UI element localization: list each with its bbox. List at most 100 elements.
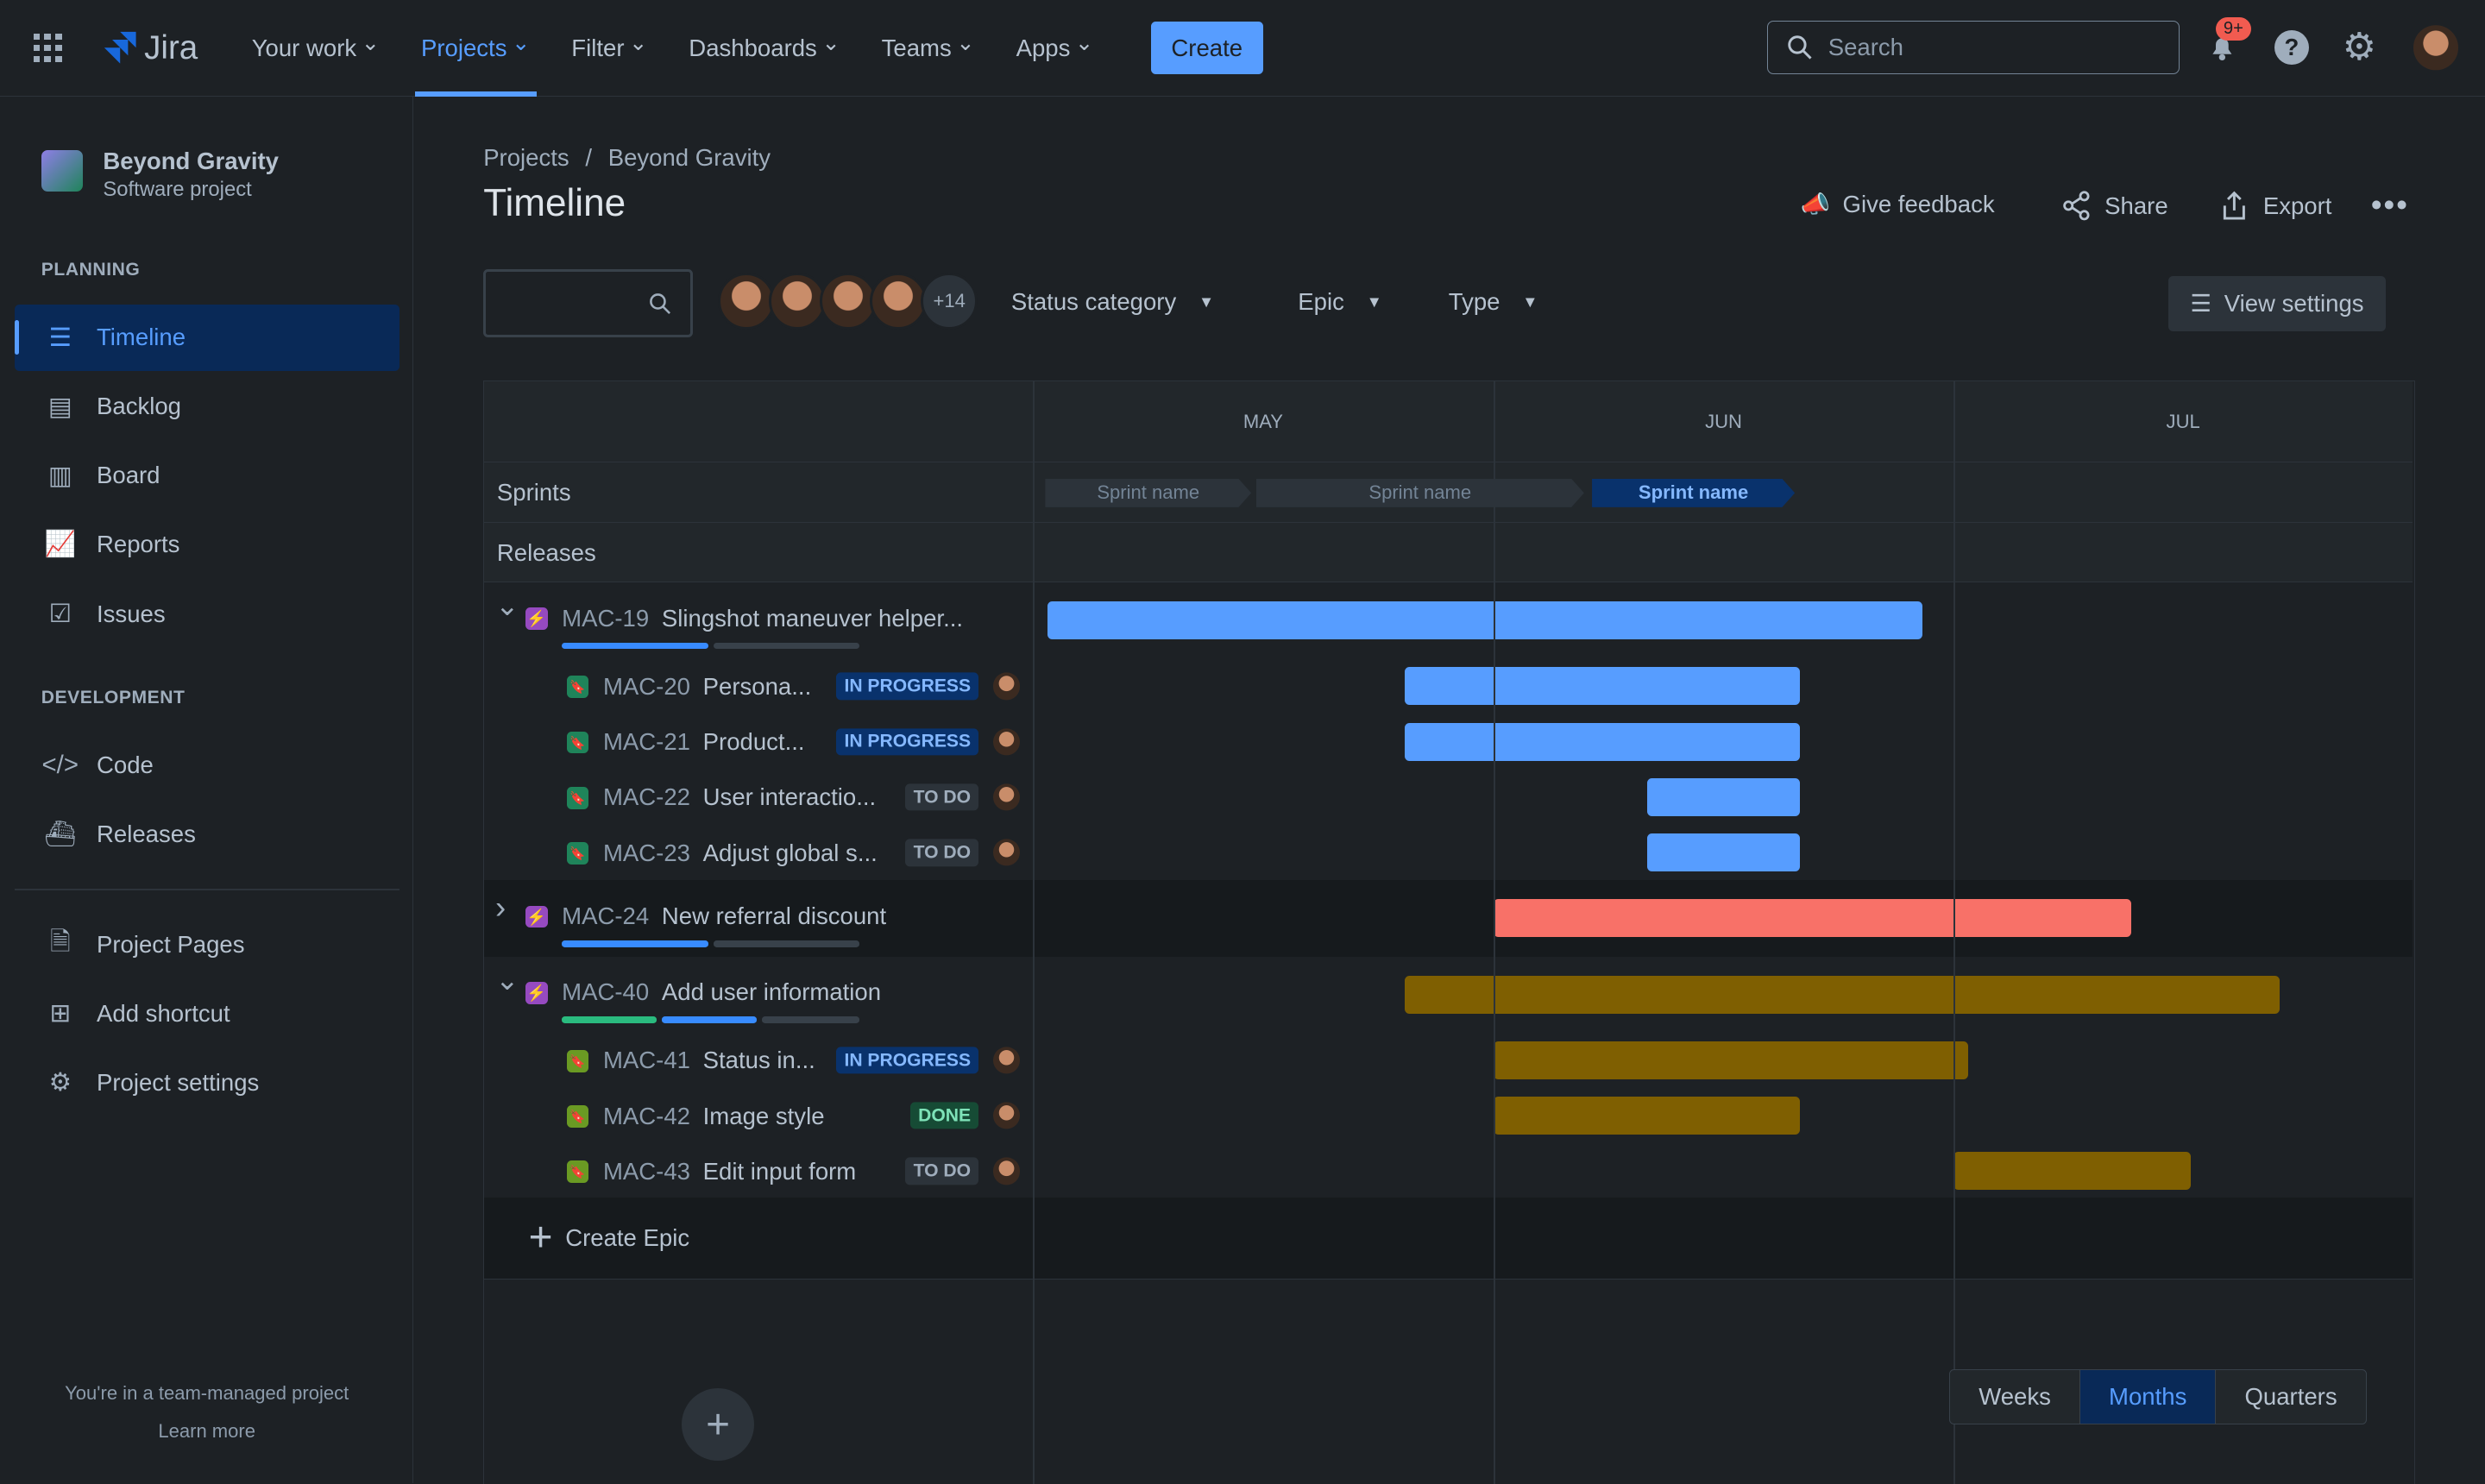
export-button[interactable]: Export xyxy=(2218,190,2331,222)
search-input[interactable]: Search xyxy=(1766,20,2180,75)
sidebar-item-reports[interactable]: 📈 Reports xyxy=(15,512,399,578)
assignee-avatars[interactable]: +14 xyxy=(718,272,978,330)
issue-row[interactable]: 🔖 MAC-42 Image style DONE xyxy=(484,1088,2413,1143)
more-avatars[interactable]: +14 xyxy=(921,272,978,330)
timeline-bar-mac-22[interactable] xyxy=(1646,777,1801,816)
issue-title[interactable]: User interactio... xyxy=(702,783,877,811)
view-settings-button[interactable]: ☰ View settings xyxy=(2167,275,2387,331)
timeline-bar-mac-24[interactable] xyxy=(1494,899,2131,938)
issue-key[interactable]: MAC-24 xyxy=(562,902,650,930)
more-actions-icon[interactable]: ••• xyxy=(2370,186,2409,223)
nav-filter[interactable]: Filter ⌄ xyxy=(571,31,648,61)
issue-key[interactable]: MAC-42 xyxy=(602,1102,690,1129)
avatar[interactable] xyxy=(819,272,877,330)
chevron-down-icon[interactable]: ⌄ xyxy=(495,590,519,623)
issue-title[interactable]: Image style xyxy=(702,1102,825,1129)
avatar[interactable] xyxy=(718,272,776,330)
breadcrumb-projects[interactable]: Projects xyxy=(483,144,569,172)
zoom-months-button[interactable]: Months xyxy=(2079,1369,2216,1424)
learn-more-link[interactable]: Learn more xyxy=(158,1419,256,1442)
nav-teams[interactable]: Teams ⌄ xyxy=(881,31,975,61)
status-badge[interactable]: IN PROGRESS xyxy=(836,1047,979,1074)
nav-apps[interactable]: Apps ⌄ xyxy=(1016,31,1094,61)
give-feedback-button[interactable]: 📣 Give feedback xyxy=(1800,190,1995,218)
sidebar-item-code[interactable]: </> Code xyxy=(15,733,399,799)
issue-title[interactable]: Edit input form xyxy=(702,1157,857,1185)
issue-title[interactable]: Persona... xyxy=(702,672,812,700)
settings-gear-icon[interactable]: ⚙ xyxy=(2342,26,2377,69)
assignee-avatar[interactable] xyxy=(992,1157,1020,1185)
sidebar-item-issues[interactable]: ☑ Issues xyxy=(15,581,399,647)
issue-row[interactable]: 🔖 MAC-41 Status in... IN PROGRESS xyxy=(484,1033,2413,1088)
status-badge[interactable]: TO DO xyxy=(905,839,979,866)
timeline-bar-mac-43[interactable] xyxy=(1953,1152,2191,1191)
chevron-down-icon[interactable]: ⌄ xyxy=(495,964,519,997)
timeline-search-input[interactable] xyxy=(483,269,693,338)
timeline-bar-mac-42[interactable] xyxy=(1494,1097,1801,1135)
issue-key[interactable]: MAC-40 xyxy=(562,978,650,1006)
type-filter[interactable]: Type ▼ xyxy=(1448,288,1538,316)
breadcrumb-project[interactable]: Beyond Gravity xyxy=(607,144,771,172)
issue-key[interactable]: MAC-41 xyxy=(602,1047,690,1074)
user-avatar[interactable] xyxy=(2413,25,2458,70)
issue-title[interactable]: Slingshot maneuver helper... xyxy=(661,604,964,632)
create-button[interactable]: Create xyxy=(1150,21,1263,75)
sidebar-item-timeline[interactable]: ☰ Timeline xyxy=(14,304,399,371)
status-badge[interactable]: TO DO xyxy=(905,783,979,811)
assignee-avatar[interactable] xyxy=(992,783,1020,811)
help-icon[interactable]: ? xyxy=(2274,29,2310,66)
sidebar-item-board[interactable]: ▥ Board xyxy=(15,443,399,509)
epic-row[interactable]: ⌄ ⚡ MAC-40 Add user information xyxy=(484,957,2413,1033)
timeline-bar-mac-23[interactable] xyxy=(1646,833,1801,872)
status-badge[interactable]: IN PROGRESS xyxy=(836,672,979,701)
status-badge[interactable]: IN PROGRESS xyxy=(836,727,979,756)
app-switcher-icon[interactable] xyxy=(33,33,62,63)
issue-title[interactable]: New referral discount xyxy=(661,902,887,930)
add-item-button[interactable]: + xyxy=(681,1387,755,1462)
share-button[interactable]: Share xyxy=(2060,190,2168,222)
issue-title[interactable]: Product... xyxy=(702,728,805,756)
nav-dashboards[interactable]: Dashboards ⌄ xyxy=(689,31,840,61)
avatar[interactable] xyxy=(870,272,928,330)
zoom-weeks-button[interactable]: Weeks xyxy=(1979,1383,2051,1411)
timeline-bar-mac-20[interactable] xyxy=(1404,667,1801,706)
issue-row[interactable]: 🔖 MAC-21 Product... IN PROGRESS xyxy=(484,714,2413,770)
sprint-active[interactable]: Sprint name xyxy=(1592,479,1795,507)
sidebar-item-releases[interactable]: ⛴ Releases xyxy=(15,802,399,868)
epic-row[interactable]: › ⚡ MAC-24 New referral discount xyxy=(484,880,2413,957)
chevron-right-icon[interactable]: › xyxy=(495,890,506,926)
timeline-bar-mac-21[interactable] xyxy=(1404,722,1801,761)
timeline-bar-mac-40[interactable] xyxy=(1404,975,2280,1014)
issue-key[interactable]: MAC-20 xyxy=(602,672,690,700)
issue-key[interactable]: MAC-19 xyxy=(562,604,650,632)
issue-row[interactable]: 🔖 MAC-43 Edit input form TO DO xyxy=(484,1143,2413,1198)
assignee-avatar[interactable] xyxy=(992,1047,1020,1074)
issue-title[interactable]: Add user information xyxy=(661,978,882,1006)
epic-row[interactable]: ⌄ ⚡ MAC-19 Slingshot maneuver helper... xyxy=(484,582,2413,658)
issue-key[interactable]: MAC-43 xyxy=(602,1157,690,1185)
sidebar-item-project-pages[interactable]: 🗎 Project Pages xyxy=(15,911,399,978)
issue-row[interactable]: 🔖 MAC-20 Persona... IN PROGRESS xyxy=(484,658,2413,714)
status-badge[interactable]: TO DO xyxy=(905,1157,979,1185)
assignee-avatar[interactable] xyxy=(992,672,1020,700)
issue-title[interactable]: Status in... xyxy=(702,1047,815,1074)
issue-key[interactable]: MAC-23 xyxy=(602,839,690,866)
sidebar-item-project-settings[interactable]: ⚙ Project settings xyxy=(15,1049,399,1116)
nav-your-work[interactable]: Your work ⌄ xyxy=(251,31,381,61)
epic-filter[interactable]: Epic ▼ xyxy=(1298,288,1382,316)
timeline-bar-mac-41[interactable] xyxy=(1494,1041,1968,1079)
issue-key[interactable]: MAC-21 xyxy=(602,728,690,756)
avatar[interactable] xyxy=(768,272,826,330)
sidebar-item-backlog[interactable]: ▤ Backlog xyxy=(15,374,399,440)
assignee-avatar[interactable] xyxy=(992,1102,1020,1129)
issue-title[interactable]: Adjust global s... xyxy=(702,839,878,866)
create-epic-row[interactable]: + Create Epic xyxy=(484,1197,2413,1280)
issue-row[interactable]: 🔖 MAC-22 User interactio... TO DO xyxy=(484,770,2413,825)
issue-row[interactable]: 🔖 MAC-23 Adjust global s... TO DO xyxy=(484,825,2413,880)
issue-key[interactable]: MAC-22 xyxy=(602,783,690,811)
status-category-filter[interactable]: Status category ▼ xyxy=(1010,288,1215,316)
status-badge[interactable]: DONE xyxy=(909,1102,979,1129)
jira-logo[interactable]: Jira xyxy=(103,29,198,67)
sidebar-item-add-shortcut[interactable]: ⊞ Add shortcut xyxy=(15,980,399,1047)
notifications-button[interactable]: 9+ xyxy=(2206,17,2252,66)
